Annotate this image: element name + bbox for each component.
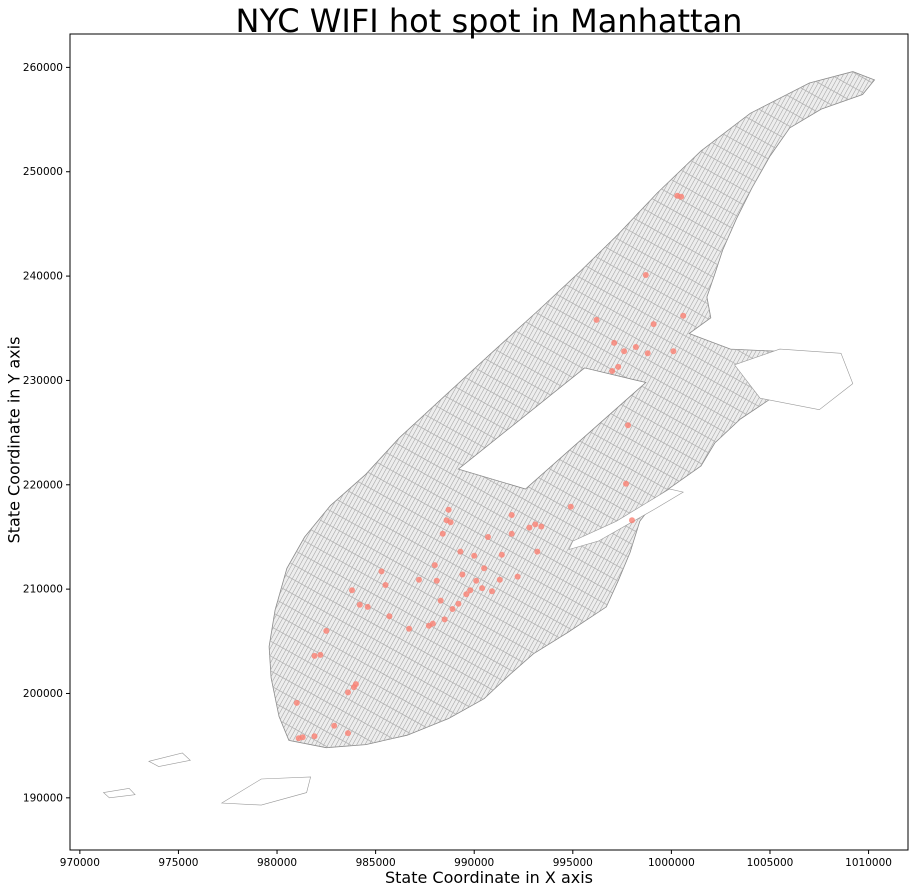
x-tick-label: 1000000	[648, 857, 695, 869]
hotspot-points	[293, 192, 687, 742]
x-axis-ticks: 970000 975000 980000 985000 990000 995000 1000…	[60, 850, 892, 869]
hotspot-point	[471, 552, 478, 559]
hotspot-point	[323, 627, 330, 634]
hotspot-point	[623, 480, 629, 487]
hotspot-point	[416, 576, 422, 583]
hotspot-point	[364, 603, 371, 610]
central-park	[457, 367, 647, 490]
hotspot-point	[674, 192, 681, 199]
hotspot-point	[473, 577, 480, 584]
hotspot-point	[593, 316, 600, 323]
hotspot-point	[457, 548, 464, 555]
hotspot-point	[441, 616, 448, 623]
hotspot-point	[611, 339, 618, 346]
hotspot-point	[439, 530, 446, 537]
hotspot-point	[489, 588, 495, 595]
hotspot-point	[538, 523, 545, 530]
hotspot-point	[632, 344, 639, 350]
axes-frame	[69, 33, 909, 851]
x-tick-label: 975000	[158, 857, 198, 869]
hotspot-point	[670, 348, 677, 355]
y-tick-label: 230000	[23, 375, 63, 387]
hotspot-point	[382, 582, 389, 588]
roosevelt-island	[568, 488, 684, 550]
hotspot-point	[644, 350, 651, 357]
hotspot-point	[498, 551, 505, 558]
x-tick-label: 990000	[454, 857, 494, 869]
x-tick-label: 980000	[257, 857, 297, 869]
hotspot-point	[508, 512, 515, 518]
hotspot-point	[680, 312, 687, 319]
hotspot-point	[406, 625, 413, 632]
x-tick-label: 1005000	[747, 857, 794, 869]
hotspot-point	[629, 517, 635, 524]
hotspot-point	[625, 422, 631, 429]
hotspot-point	[311, 733, 318, 740]
y-tick-label: 260000	[23, 62, 63, 74]
y-tick-label: 250000	[23, 166, 63, 178]
y-tick-label: 240000	[23, 271, 63, 283]
hotspot-point	[437, 597, 444, 604]
hotspot-point	[311, 652, 318, 659]
randalls-island	[734, 348, 854, 411]
y-tick-label: 210000	[23, 584, 63, 596]
small-island-1	[102, 788, 136, 799]
x-tick-label: 985000	[356, 857, 396, 869]
hotspot-point	[317, 651, 324, 658]
hotspot-point	[514, 573, 521, 580]
hotspot-point	[445, 506, 452, 513]
hotspot-point	[295, 735, 302, 742]
hotspot-point	[356, 601, 363, 608]
hotspot-point	[467, 587, 474, 594]
hotspot-point	[455, 600, 462, 607]
governors-island	[220, 776, 311, 806]
x-axis-label: State Coordinate in X axis	[384, 868, 593, 887]
hotspot-point	[293, 699, 300, 706]
hotspot-point	[431, 562, 438, 569]
hotspot-point	[425, 622, 432, 629]
y-tick-label: 190000	[23, 792, 63, 804]
hotspot-point	[378, 568, 385, 575]
hotspot-point	[508, 530, 515, 537]
hotspot-point	[331, 722, 338, 729]
y-axis-ticks: 190000 200000 210000 220000 230000 240000 2500…	[23, 62, 70, 804]
hotspot-point	[642, 272, 649, 278]
hotspot-point	[345, 689, 351, 696]
x-tick-label: 995000	[553, 857, 593, 869]
hotspot-point	[463, 591, 470, 598]
hotspot-point	[650, 321, 657, 328]
hotspot-point	[481, 565, 488, 572]
hotspot-point	[459, 571, 466, 578]
hotspot-point	[345, 730, 351, 737]
hotspot-point	[615, 363, 622, 370]
hotspot-point	[567, 503, 574, 510]
hotspot-point	[352, 681, 359, 688]
y-tick-label: 220000	[23, 479, 63, 491]
x-tick-label: 970000	[60, 857, 100, 869]
hotspot-point	[485, 534, 491, 540]
hotspot-point	[443, 517, 450, 524]
hotspot-point	[386, 613, 393, 620]
hotspot-point	[609, 368, 616, 374]
hotspot-point	[534, 548, 541, 555]
hotspot-point	[449, 606, 456, 612]
hotspot-point	[349, 587, 355, 594]
hotspot-point	[621, 348, 628, 355]
small-island-2	[148, 752, 191, 767]
hotspot-point	[433, 577, 440, 584]
hotspot-point	[479, 585, 486, 592]
x-tick-label: 1010000	[845, 857, 892, 869]
hotspot-point	[496, 576, 503, 583]
hotspot-point	[526, 524, 533, 531]
hotspot-point	[532, 521, 539, 528]
y-tick-label: 200000	[23, 688, 63, 700]
